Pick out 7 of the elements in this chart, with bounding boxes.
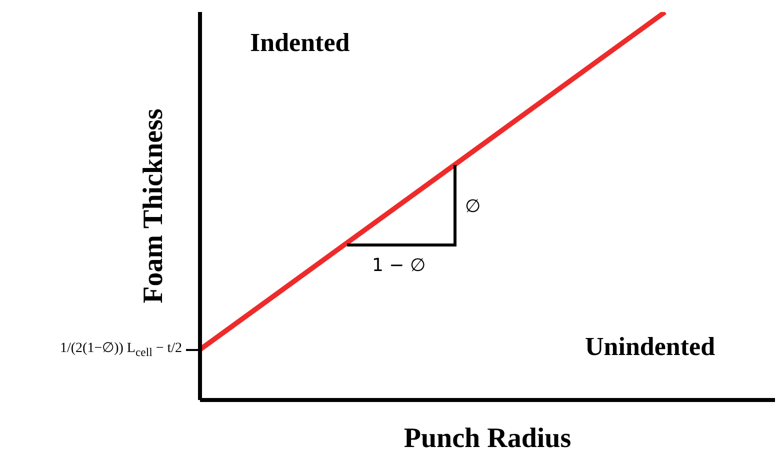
x-axis-title: Punch Radius	[404, 423, 572, 451]
annotation: Unindented	[585, 332, 716, 362]
y-axis-title: Foam Thickness	[138, 108, 169, 304]
text: 1/(2(1−∅)) L$_{cell}$ − t/2	[60, 340, 182, 358]
annotation: Indented	[250, 28, 350, 58]
annotation: 1 − ∅	[372, 255, 426, 276]
annotation: ∅	[465, 196, 481, 217]
